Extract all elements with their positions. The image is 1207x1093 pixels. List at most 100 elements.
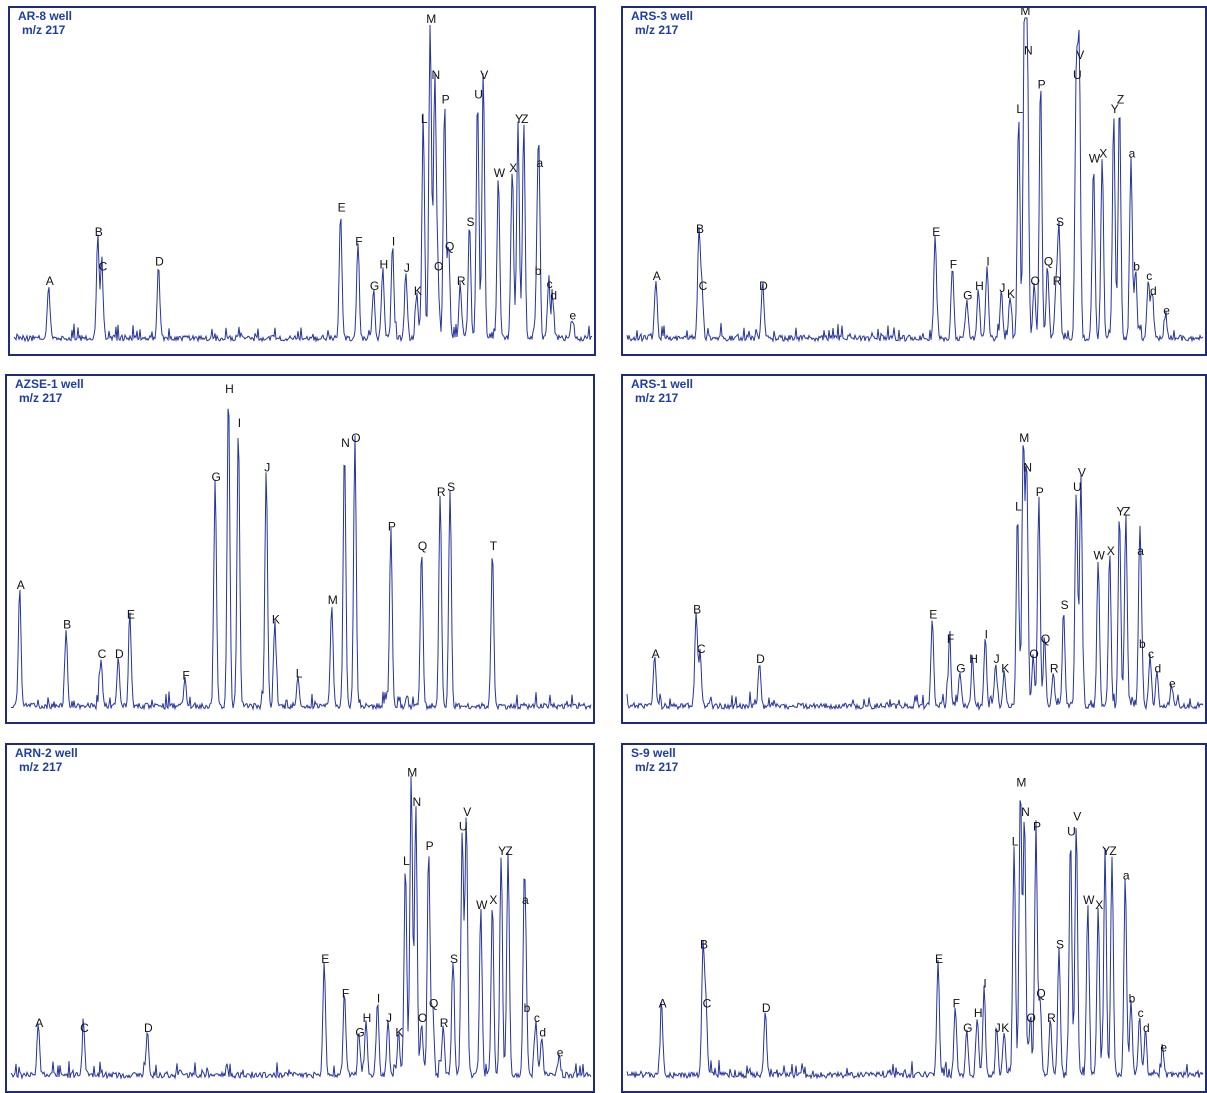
mz-label: m/z 217: [19, 760, 63, 774]
peak-label: V: [463, 805, 471, 819]
peak-label: c: [547, 277, 553, 291]
well-name: AR-8 well: [18, 9, 73, 23]
peak-label: b: [1139, 637, 1146, 651]
mz-label: m/z 217: [635, 760, 679, 774]
peak-label: R: [1053, 274, 1062, 288]
peak-label: d: [550, 289, 557, 303]
peak-label: X: [1095, 898, 1103, 912]
peak-label: Y: [498, 844, 506, 858]
peak-label: H: [974, 1006, 983, 1020]
peak-label: D: [756, 652, 765, 666]
peak-label: G: [355, 1026, 364, 1040]
peak-label: J: [386, 1011, 392, 1025]
peak-label: P: [388, 519, 396, 533]
peak-label: D: [155, 254, 164, 268]
mz-label: m/z 217: [635, 391, 679, 405]
peak-label: J: [264, 460, 270, 474]
peak-label: S: [466, 215, 474, 229]
peak-label: a: [522, 893, 529, 907]
peak-label: C: [98, 647, 107, 661]
peak-label: N: [1024, 43, 1033, 57]
peak-label: d: [1150, 284, 1157, 298]
peak-label: Z: [521, 112, 528, 126]
peak-label: J: [994, 652, 1000, 666]
peak-label: d: [539, 1026, 546, 1040]
peak-label: T: [490, 539, 498, 553]
peak-label: Z: [505, 844, 512, 858]
peak-label: W: [476, 898, 488, 912]
peak-label: N: [431, 68, 440, 82]
peak-label: P: [1038, 78, 1046, 92]
peak-label: K: [1001, 1021, 1009, 1035]
chromatogram-svg: A B C D E F G H I J K L M N O P Q R S T: [10, 382, 592, 711]
peak-label: E: [935, 952, 943, 966]
peak-label: I: [392, 235, 395, 249]
peak-label: M: [1020, 4, 1030, 18]
peak-label: P: [442, 92, 450, 106]
peak-label: I: [985, 627, 988, 641]
peak-label: E: [929, 608, 937, 622]
peak-label: a: [1123, 869, 1130, 883]
peak-label: C: [80, 1021, 89, 1035]
peak-label: V: [480, 68, 488, 82]
peak-label: E: [127, 608, 135, 622]
peak-label: D: [115, 647, 124, 661]
peak-label: G: [370, 279, 379, 293]
peak-label: B: [696, 222, 704, 236]
peak-label: W: [1094, 549, 1106, 563]
panel-title: ARN-2 well m/z 217: [15, 746, 78, 774]
peak-label: B: [700, 937, 708, 951]
peak-label: P: [426, 839, 434, 853]
peak-label: C: [99, 259, 108, 273]
peak-label: H: [975, 279, 984, 293]
peak-label: d: [1143, 1021, 1150, 1035]
peak-label: A: [46, 274, 54, 288]
peak-label: F: [953, 996, 960, 1010]
peak-label: L: [1015, 500, 1022, 514]
peak-label: S: [1056, 215, 1064, 229]
peak-label: L: [1012, 834, 1019, 848]
peak-label: Q: [1041, 632, 1050, 646]
peak-label: S: [447, 480, 455, 494]
peak-label: Q: [1036, 987, 1045, 1001]
peak-label: R: [457, 274, 466, 288]
peak-label: P: [1036, 485, 1044, 499]
peak-label: J: [404, 261, 410, 275]
peak-label: W: [494, 166, 506, 180]
peak-label: M: [1019, 431, 1029, 445]
peak-label: W: [1089, 151, 1101, 165]
peak-label: Y: [1102, 844, 1110, 858]
chromatogram-trace: [10, 776, 592, 1080]
peak-label: Q: [1044, 254, 1053, 268]
peak-label: Q: [445, 240, 454, 254]
peak-label: e: [557, 1045, 564, 1059]
chromatogram-trace: [13, 24, 593, 343]
peak-label: U: [459, 820, 468, 834]
peak-label: V: [1076, 48, 1084, 62]
peak-label: J: [995, 1021, 1001, 1035]
peak-label: R: [1050, 662, 1059, 676]
peak-label: D: [144, 1021, 153, 1035]
peak-label: C: [699, 279, 708, 293]
peak-label: e: [1163, 304, 1170, 318]
panel-title: AR-8 well m/z 217: [18, 9, 72, 37]
peak-label: X: [1099, 146, 1107, 160]
peak-label: K: [1007, 287, 1015, 301]
peak-label: Z: [1117, 92, 1124, 106]
peak-label: U: [1073, 68, 1082, 82]
panel-title: S-9 well m/z 217: [631, 746, 678, 774]
peak-label: E: [932, 225, 940, 239]
peak-label: G: [212, 470, 221, 484]
mz-label: m/z 217: [635, 23, 679, 37]
peak-label: W: [1083, 893, 1095, 907]
chromatogram-trace: [626, 17, 1204, 343]
peak-label: c: [1146, 269, 1152, 283]
peak-label: O: [434, 259, 443, 273]
peak-label: Z: [1109, 844, 1116, 858]
peak-label: X: [509, 161, 517, 175]
